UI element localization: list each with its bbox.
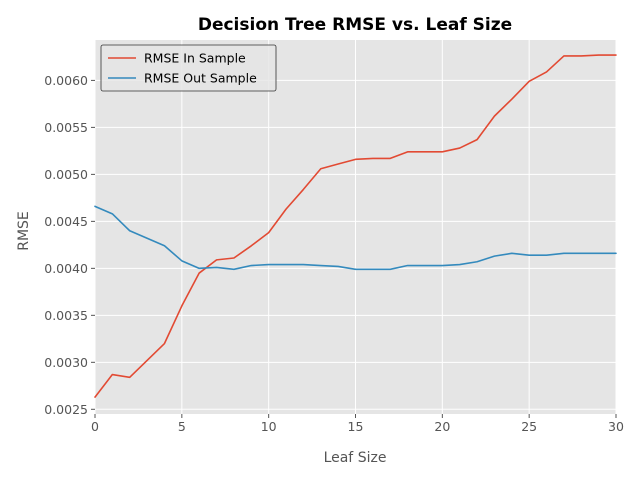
x-axis-label: Leaf Size <box>324 450 387 466</box>
grid-lines <box>94 40 617 414</box>
x-tick-label: 20 <box>434 419 450 434</box>
y-tick-label: 0.0040 <box>44 261 88 276</box>
x-tick-label: 0 <box>91 419 99 434</box>
y-tick-label: 0.0050 <box>44 167 88 182</box>
legend: RMSE In Sample RMSE Out Sample <box>100 44 277 92</box>
y-tick-label: 0.0055 <box>44 120 88 135</box>
x-tick-label: 10 <box>261 419 277 434</box>
x-tick-label: 15 <box>348 419 364 434</box>
x-tick-label: 30 <box>608 419 624 434</box>
chart-title: Decision Tree RMSE vs. Leaf Size <box>198 15 512 35</box>
y-tick-label: 0.0030 <box>44 355 88 370</box>
y-axis-label: RMSE <box>16 211 32 251</box>
x-axis: 0 5 10 15 20 25 30 <box>91 414 624 434</box>
series-line-in-sample <box>94 54 617 398</box>
legend-entry-out-sample: RMSE Out Sample <box>144 71 257 86</box>
legend-entry-in-sample: RMSE In Sample <box>144 51 246 66</box>
series-line-out-sample <box>94 205 617 271</box>
y-tick-label: 0.0035 <box>44 308 88 323</box>
x-tick-label: 5 <box>178 419 186 434</box>
y-tick-label: 0.0045 <box>44 214 88 229</box>
x-tick-label: 25 <box>521 419 537 434</box>
series-layer <box>94 54 617 398</box>
y-axis: 0.0025 0.0030 0.0035 0.0040 0.0045 0.0050 0.00… <box>44 73 95 417</box>
y-tick-label: 0.0025 <box>44 402 88 417</box>
y-tick-label: 0.0060 <box>44 73 88 88</box>
